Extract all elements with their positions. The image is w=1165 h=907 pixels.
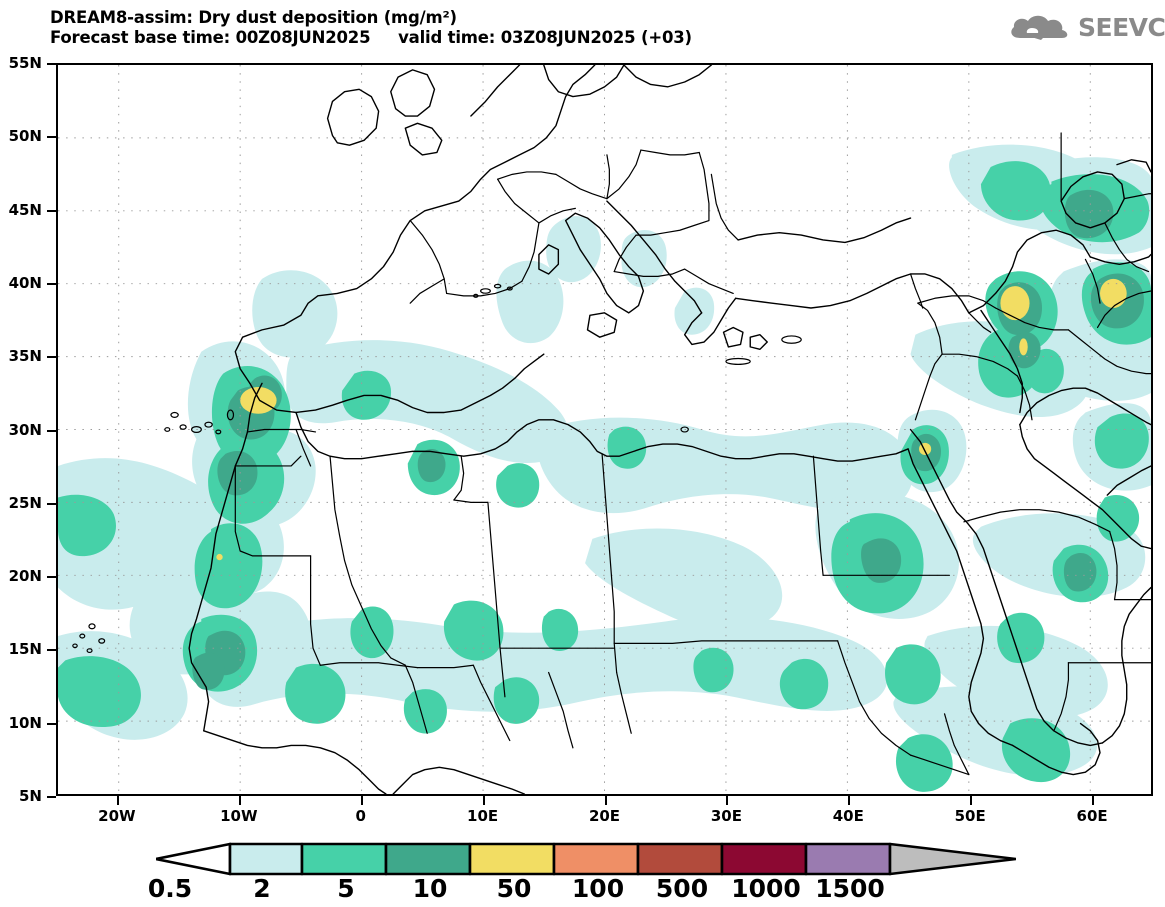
colorbar-band-4 — [552, 842, 640, 876]
x-tick — [360, 796, 363, 805]
y-axis-label: 5N — [19, 787, 42, 805]
colorbar-swatches — [156, 842, 1016, 876]
y-axis-label: 35N — [8, 347, 42, 366]
logo-text: SEEVCCC — [1078, 13, 1165, 42]
y-axis-label: 15N — [8, 640, 42, 659]
colorbar-tick-label: 5 — [337, 874, 355, 903]
y-axis-label: 40N — [8, 273, 42, 292]
x-axis-label: 10W — [220, 807, 258, 825]
colorbar-tick-label: 50 — [496, 874, 532, 903]
y-tick — [47, 502, 56, 505]
colorbar-over-arrow — [888, 842, 1016, 876]
colorbar-band-7 — [804, 842, 892, 876]
colorbar-band-2 — [384, 842, 472, 876]
y-tick — [47, 649, 56, 652]
y-axis-label: 50N — [8, 127, 42, 146]
y-axis-label: 55N — [8, 54, 42, 72]
y-tick — [47, 209, 56, 212]
y-tick — [47, 356, 56, 359]
dust-deposition-map[interactable] — [58, 65, 1151, 794]
colorbar-band-1 — [300, 842, 388, 876]
x-axis-label: 40E — [832, 807, 864, 825]
x-tick — [970, 796, 973, 805]
x-axis-label: 20E — [588, 807, 621, 825]
y-tick — [47, 429, 56, 432]
seevccc-logo: SEEVCCC — [1008, 8, 1165, 48]
x-tick — [604, 796, 607, 805]
x-tick — [726, 796, 729, 805]
map-header: DREAM8-assim: Dry dust deposition (mg/m²… — [0, 0, 1165, 58]
map-plot-area: 55N 50N 45N 40N 35N 30N 25N 20N 15N 10N … — [9, 54, 1153, 825]
page-title: DREAM8-assim: Dry dust deposition (mg/m²… — [50, 8, 457, 27]
y-tick — [47, 796, 56, 798]
colorbar-tick-label: 2 — [253, 874, 271, 903]
x-axis-label: 10E — [467, 807, 499, 825]
colorbar-tick-label: 1500 — [815, 874, 885, 903]
forecast-time-subtitle: Forecast base time: 00Z08JUN2025 valid t… — [50, 28, 692, 47]
y-tick — [47, 576, 56, 579]
y-tick — [47, 722, 56, 725]
cloud-icon — [1011, 15, 1068, 40]
colorbar[interactable] — [156, 842, 1016, 876]
x-axis-label: 20W — [98, 807, 136, 825]
x-axis-label: 30E — [710, 807, 742, 825]
x-axis-label: 0 — [355, 807, 366, 825]
colorbar-band-5 — [636, 842, 724, 876]
y-tick — [47, 63, 56, 65]
map-frame — [56, 63, 1153, 796]
colorbar-tick-label: 10 — [412, 874, 448, 903]
colorbar-tick-label: 0.5 — [147, 874, 193, 903]
y-tick — [47, 136, 56, 139]
y-axis-label: 10N — [8, 713, 42, 732]
colorbar-tick-label: 500 — [655, 874, 709, 903]
x-axis-label: 50E — [954, 807, 986, 825]
y-axis-label: 30N — [8, 420, 42, 439]
colorbar-under-arrow — [156, 842, 232, 876]
colorbar-band-0 — [228, 842, 304, 876]
x-tick — [1092, 796, 1095, 805]
map-boundaries — [72, 65, 1151, 794]
colorbar-tick-label: 100 — [571, 874, 625, 903]
colorbar-band-6 — [720, 842, 808, 876]
x-tick — [238, 796, 241, 805]
colorbar-band-3 — [468, 842, 556, 876]
y-axis-label: 25N — [8, 493, 42, 512]
x-tick — [848, 796, 851, 805]
y-tick — [47, 282, 56, 285]
x-tick — [116, 796, 119, 805]
x-tick — [482, 796, 485, 805]
y-axis-label: 45N — [8, 200, 42, 219]
x-axis-label: 60E — [1076, 807, 1108, 825]
y-axis-label: 20N — [8, 567, 42, 586]
colorbar-tick-label: 1000 — [731, 874, 801, 903]
